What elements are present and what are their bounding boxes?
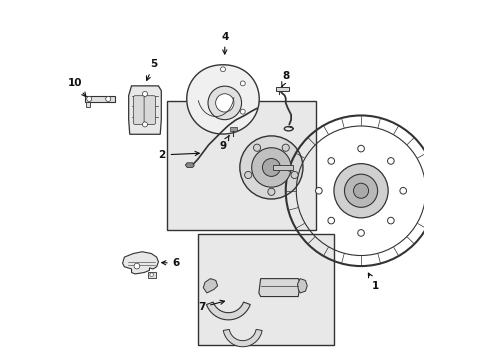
Circle shape — [142, 91, 147, 96]
Polygon shape — [223, 329, 262, 347]
FancyBboxPatch shape — [144, 96, 155, 125]
Bar — [198, 234, 333, 345]
Circle shape — [142, 122, 147, 127]
Polygon shape — [186, 65, 259, 134]
Circle shape — [220, 67, 225, 72]
Circle shape — [290, 171, 298, 179]
Polygon shape — [297, 279, 306, 293]
Circle shape — [239, 136, 303, 199]
Polygon shape — [122, 252, 158, 274]
Circle shape — [240, 81, 244, 86]
Circle shape — [215, 94, 233, 112]
Circle shape — [327, 158, 334, 164]
Polygon shape — [258, 279, 300, 297]
Circle shape — [387, 158, 393, 164]
Text: 7: 7 — [197, 300, 224, 312]
Circle shape — [105, 96, 110, 102]
Circle shape — [353, 183, 368, 198]
Text: 2: 2 — [158, 150, 199, 160]
Circle shape — [253, 144, 260, 151]
Polygon shape — [203, 279, 217, 293]
Circle shape — [387, 217, 393, 224]
FancyBboxPatch shape — [133, 96, 144, 125]
Bar — [230, 127, 236, 131]
Circle shape — [244, 171, 251, 179]
Circle shape — [399, 188, 406, 194]
Circle shape — [267, 188, 274, 195]
Circle shape — [149, 273, 153, 276]
Circle shape — [327, 217, 334, 224]
Circle shape — [333, 164, 387, 218]
Text: 6: 6 — [162, 258, 180, 268]
Circle shape — [134, 263, 140, 269]
Text: 1: 1 — [367, 273, 378, 291]
Circle shape — [207, 86, 241, 120]
Bar — [86, 102, 90, 107]
Bar — [85, 96, 115, 102]
Bar — [167, 101, 316, 230]
Text: 5: 5 — [146, 59, 157, 80]
Circle shape — [262, 158, 280, 176]
Text: 3: 3 — [264, 175, 280, 199]
Text: 9: 9 — [219, 136, 229, 151]
Bar — [276, 87, 288, 91]
Circle shape — [86, 96, 92, 102]
Circle shape — [240, 109, 244, 114]
Bar — [273, 165, 292, 170]
Polygon shape — [128, 86, 161, 134]
Circle shape — [357, 145, 364, 152]
Polygon shape — [185, 163, 194, 167]
Circle shape — [315, 188, 322, 194]
Text: 10: 10 — [67, 78, 86, 96]
Bar — [147, 272, 155, 278]
Polygon shape — [206, 302, 250, 320]
Circle shape — [344, 174, 377, 207]
Text: 4: 4 — [221, 32, 228, 54]
Circle shape — [251, 148, 290, 187]
Text: 8: 8 — [281, 71, 289, 87]
Circle shape — [282, 144, 289, 151]
Circle shape — [357, 230, 364, 236]
